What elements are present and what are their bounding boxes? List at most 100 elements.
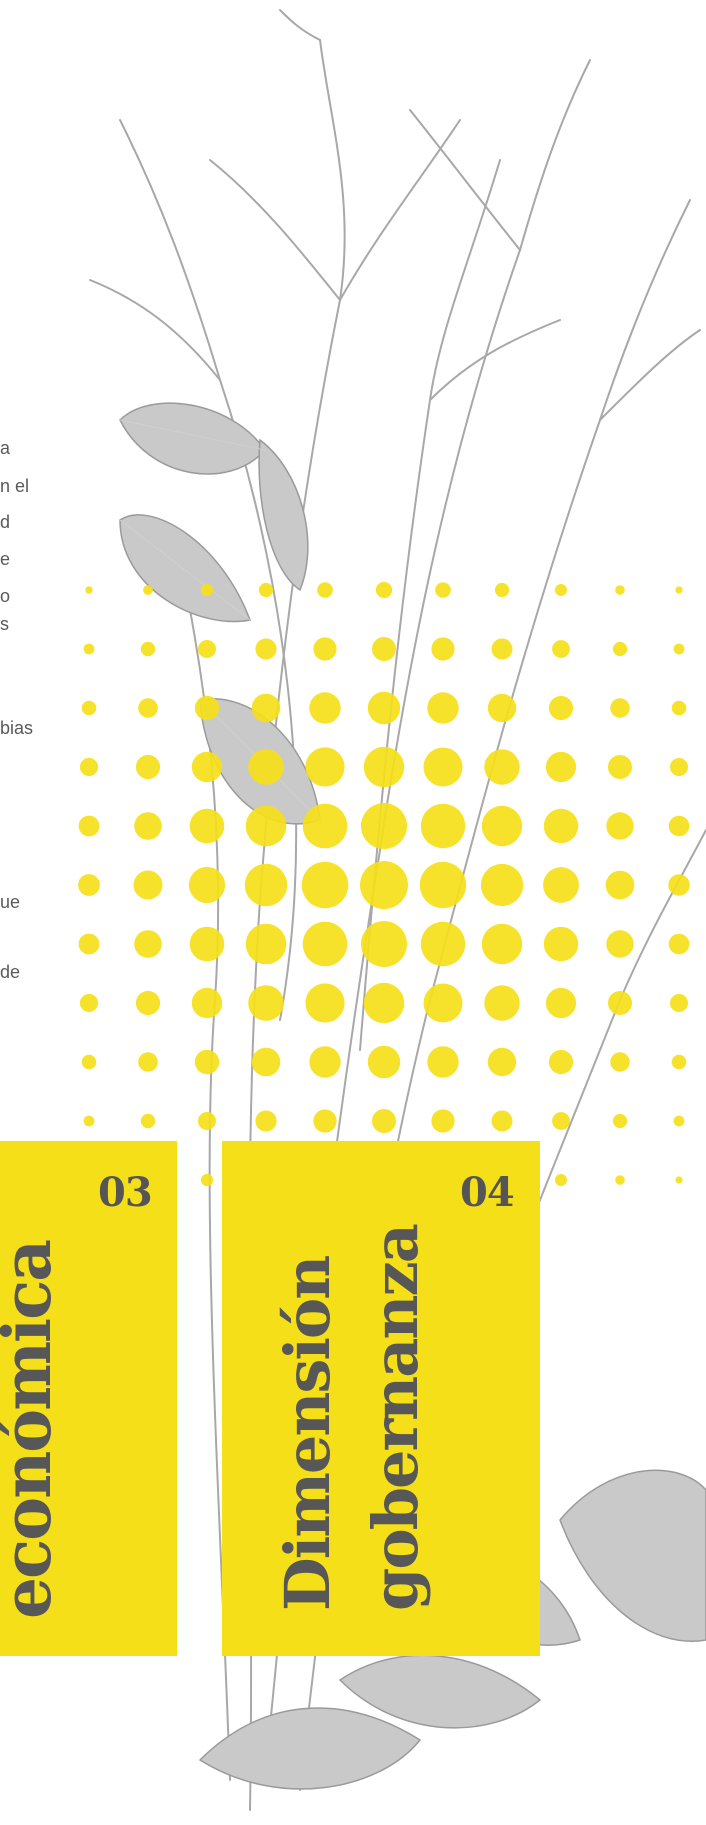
halftone-dot	[251, 693, 281, 723]
halftone-dot	[420, 803, 466, 849]
halftone-dot	[548, 1049, 574, 1075]
halftone-dot	[363, 746, 405, 788]
halftone-dot	[360, 861, 408, 909]
halftone-dot	[423, 983, 463, 1023]
halftone-dot	[81, 700, 97, 716]
halftone-dot	[435, 582, 451, 598]
halftone-dot	[431, 1109, 455, 1133]
halftone-dot	[367, 691, 401, 725]
halftone-dot	[134, 812, 162, 840]
halftone-dot	[481, 805, 523, 847]
halftone-dot	[487, 1047, 517, 1077]
halftone-dot	[675, 1176, 683, 1184]
halftone-dot	[81, 1054, 97, 1070]
halftone-dot	[255, 1110, 277, 1132]
halftone-dot	[420, 921, 466, 967]
halftone-dot	[83, 1115, 95, 1127]
halftone-dot	[615, 585, 625, 595]
halftone-dot	[481, 923, 523, 965]
halftone-dot	[138, 698, 158, 718]
paragraph-fragment: de	[0, 962, 21, 982]
halftone-dot	[189, 808, 225, 844]
halftone-dot	[608, 755, 632, 779]
halftone-dot	[612, 641, 628, 657]
halftone-dot	[606, 930, 634, 958]
halftone-dot	[543, 926, 579, 962]
halftone-dot	[610, 1052, 630, 1072]
halftone-dot	[255, 638, 277, 660]
halftone-dot	[305, 983, 345, 1023]
halftone-dot	[555, 584, 567, 596]
halftone-dot	[372, 1109, 396, 1133]
halftone-dot	[78, 874, 100, 896]
halftone-dot	[191, 987, 223, 1019]
halftone-dot	[494, 582, 510, 598]
halftone-dot	[245, 805, 287, 847]
halftone-dot	[301, 861, 349, 909]
halftone-dot	[610, 698, 630, 718]
halftone-dot	[133, 870, 163, 900]
halftone-dot	[491, 638, 513, 660]
halftone-dot	[491, 1110, 513, 1132]
halftone-dot	[552, 640, 570, 658]
halftone-dot	[200, 1173, 214, 1187]
halftone-dot	[431, 637, 455, 661]
halftone-dot	[200, 583, 214, 597]
card-title-line-2: gobernanza	[359, 1225, 432, 1611]
halftone-dot	[78, 815, 100, 837]
paragraph-fragment: ue	[0, 892, 21, 912]
halftone-dot	[555, 1174, 567, 1186]
halftone-dot	[427, 692, 459, 724]
halftone-dot	[372, 637, 396, 661]
halftone-dot	[83, 643, 95, 655]
halftone-dot	[419, 861, 467, 909]
dimension-card-03[interactable]: 03 económica	[0, 1141, 177, 1656]
card-number: 04	[460, 1169, 515, 1216]
halftone-dot	[135, 990, 161, 1016]
halftone-dot	[248, 985, 284, 1021]
halftone-dot	[552, 1112, 570, 1130]
halftone-dot	[188, 866, 226, 904]
halftone-dot	[671, 1054, 687, 1070]
halftone-dot	[302, 921, 348, 967]
halftone-dot	[671, 700, 687, 716]
halftone-dot	[244, 863, 288, 907]
halftone-dot	[140, 1113, 156, 1129]
paragraph-fragment: e	[0, 549, 11, 569]
halftone-dot	[675, 586, 683, 594]
halftone-dot	[248, 749, 284, 785]
paragraph-fragment: a	[0, 438, 11, 458]
halftone-dot	[608, 991, 632, 1015]
halftone-dot	[251, 1047, 281, 1077]
card-title-line-1: Dimensión	[271, 1256, 344, 1611]
halftone-dot	[543, 808, 579, 844]
halftone-dot	[79, 993, 99, 1013]
paragraph-fragment: o	[0, 586, 11, 606]
dimension-card-04[interactable]: 04 Dimensión gobernanza	[222, 1141, 540, 1656]
halftone-dot	[484, 749, 520, 785]
halftone-dot	[480, 863, 524, 907]
halftone-dot	[606, 812, 634, 840]
halftone-dot	[668, 815, 690, 837]
halftone-dot	[189, 926, 225, 962]
halftone-dot	[198, 1112, 216, 1130]
halftone-dot	[313, 1109, 337, 1133]
card-number: 03	[98, 1169, 153, 1216]
halftone-dot	[309, 1046, 341, 1078]
halftone-dot	[194, 1049, 220, 1075]
halftone-dot	[548, 695, 574, 721]
halftone-dot	[198, 640, 216, 658]
halftone-dot	[143, 585, 153, 595]
halftone-dot	[670, 994, 688, 1012]
halftone-dot	[309, 692, 341, 724]
halftone-dot	[543, 867, 579, 903]
halftone-dot	[302, 803, 348, 849]
halftone-dot	[194, 695, 220, 721]
halftone-dot	[138, 1052, 158, 1072]
halftone-dot	[191, 751, 223, 783]
halftone-dot	[612, 1113, 628, 1129]
halftone-dot	[134, 930, 162, 958]
halftone-dot	[78, 933, 100, 955]
halftone-dot	[85, 586, 93, 594]
